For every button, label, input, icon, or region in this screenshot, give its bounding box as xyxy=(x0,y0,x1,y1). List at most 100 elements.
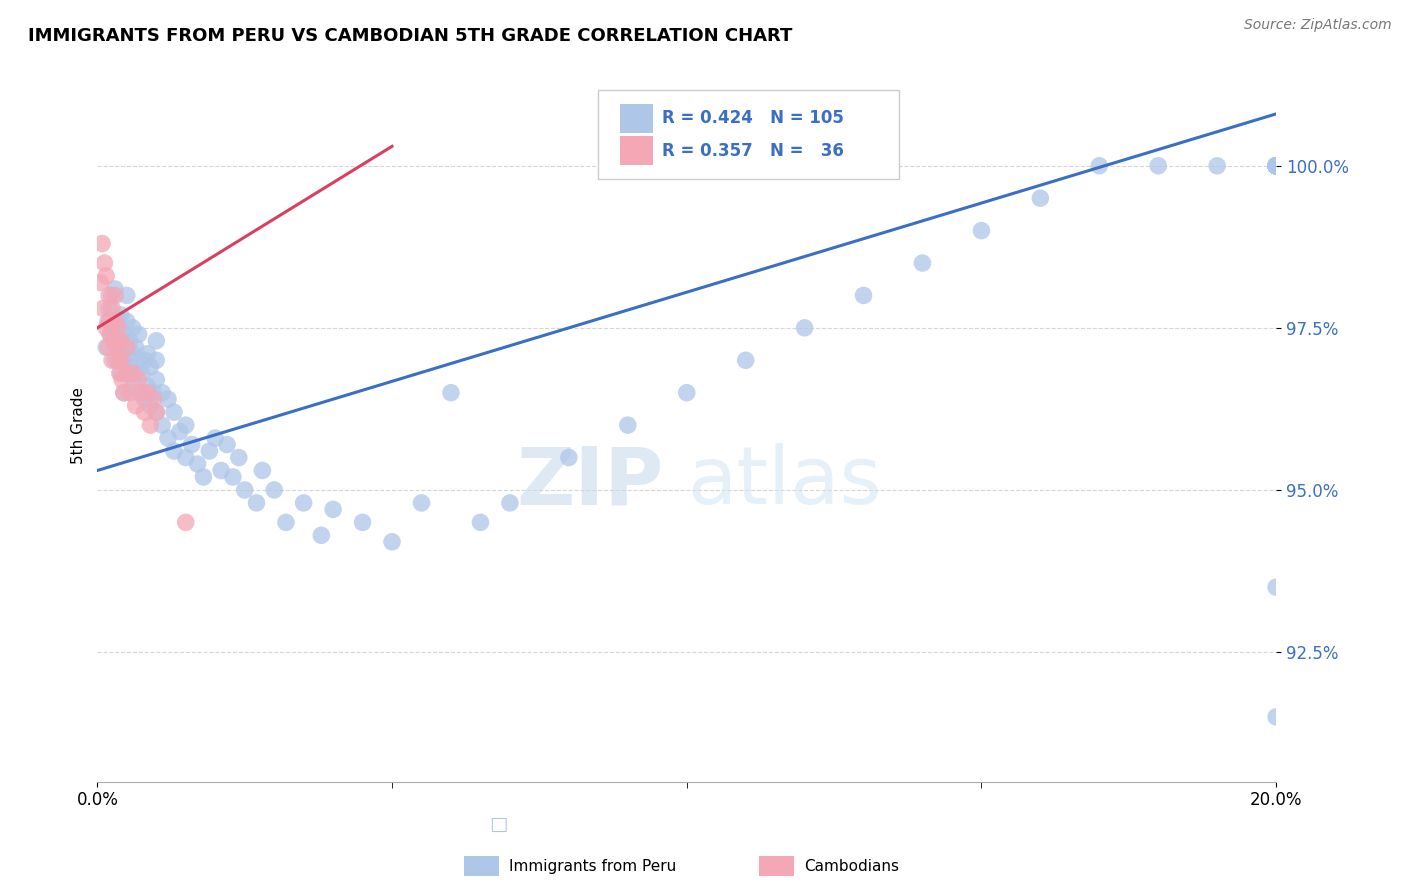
Point xyxy=(128,373,150,387)
Point xyxy=(228,450,250,465)
Point xyxy=(252,463,274,477)
Point xyxy=(558,450,581,465)
Point xyxy=(180,437,202,451)
Point xyxy=(121,347,143,361)
Text: Cambodians: Cambodians xyxy=(804,859,900,873)
Point xyxy=(105,340,128,354)
Point xyxy=(215,437,238,451)
FancyBboxPatch shape xyxy=(599,90,898,179)
Point xyxy=(110,308,132,322)
Point xyxy=(1265,159,1288,173)
Point xyxy=(440,385,463,400)
Point xyxy=(110,334,132,348)
Point xyxy=(1265,159,1288,173)
Text: ZIP: ZIP xyxy=(516,443,664,521)
Point xyxy=(128,353,150,368)
Point xyxy=(134,392,156,407)
Point xyxy=(499,496,522,510)
Point xyxy=(131,385,153,400)
Point xyxy=(101,301,124,316)
Point xyxy=(134,353,156,368)
Point xyxy=(381,534,404,549)
Point xyxy=(107,340,129,354)
Bar xyxy=(620,104,652,133)
Point xyxy=(274,516,297,530)
Point xyxy=(124,399,146,413)
Point xyxy=(1265,159,1288,173)
Text: R = 0.424   N = 105: R = 0.424 N = 105 xyxy=(662,110,844,128)
Point xyxy=(911,256,934,270)
Point xyxy=(311,528,333,542)
Point xyxy=(115,314,138,328)
Point xyxy=(98,327,121,342)
Point xyxy=(139,359,162,374)
Y-axis label: 5th Grade: 5th Grade xyxy=(72,386,86,464)
Point xyxy=(970,224,993,238)
Point xyxy=(136,347,159,361)
Point xyxy=(852,288,875,302)
Point xyxy=(115,366,138,380)
Point xyxy=(107,314,129,328)
Point xyxy=(98,301,121,316)
Point xyxy=(111,353,134,368)
Text: Source: ZipAtlas.com: Source: ZipAtlas.com xyxy=(1244,18,1392,32)
Bar xyxy=(620,136,652,165)
Point xyxy=(1088,159,1111,173)
Point xyxy=(96,321,118,335)
Point xyxy=(112,353,135,368)
Point xyxy=(142,385,165,400)
Point xyxy=(1147,159,1170,173)
Point xyxy=(1265,159,1288,173)
Point xyxy=(97,340,120,354)
Point xyxy=(1206,159,1229,173)
Point xyxy=(118,385,141,400)
Text: Immigrants from Peru: Immigrants from Peru xyxy=(509,859,676,873)
Point xyxy=(1265,159,1288,173)
Point xyxy=(108,347,131,361)
Point xyxy=(150,385,173,400)
Point xyxy=(121,321,143,335)
Point xyxy=(163,444,186,458)
Point xyxy=(157,431,180,445)
Text: R = 0.357   N =   36: R = 0.357 N = 36 xyxy=(662,142,844,160)
Point xyxy=(93,256,115,270)
Point xyxy=(131,366,153,380)
Point xyxy=(145,405,167,419)
Point xyxy=(124,366,146,380)
Point xyxy=(134,405,156,419)
Point xyxy=(139,418,162,433)
Point xyxy=(111,373,134,387)
Point xyxy=(1265,159,1288,173)
Point xyxy=(101,288,124,302)
Point xyxy=(617,418,640,433)
Point xyxy=(1265,710,1288,724)
Point xyxy=(198,444,221,458)
Point xyxy=(98,327,121,342)
Point xyxy=(112,385,135,400)
Point xyxy=(187,457,209,471)
Point xyxy=(1265,159,1288,173)
Point xyxy=(128,327,150,342)
Point xyxy=(1265,159,1288,173)
Point xyxy=(145,334,167,348)
Point xyxy=(115,340,138,354)
Point xyxy=(793,321,815,335)
Point xyxy=(118,334,141,348)
Point xyxy=(411,496,433,510)
Text: □: □ xyxy=(489,815,508,834)
Point xyxy=(103,334,125,348)
Point xyxy=(124,340,146,354)
Point xyxy=(91,301,114,316)
Point xyxy=(110,366,132,380)
Point xyxy=(163,405,186,419)
Point xyxy=(139,399,162,413)
Point xyxy=(1265,580,1288,594)
Point xyxy=(115,340,138,354)
Point xyxy=(104,353,127,368)
Point xyxy=(142,392,165,407)
Point xyxy=(121,373,143,387)
Point xyxy=(98,314,121,328)
Point xyxy=(118,359,141,374)
Point xyxy=(245,496,267,510)
Point xyxy=(209,463,232,477)
